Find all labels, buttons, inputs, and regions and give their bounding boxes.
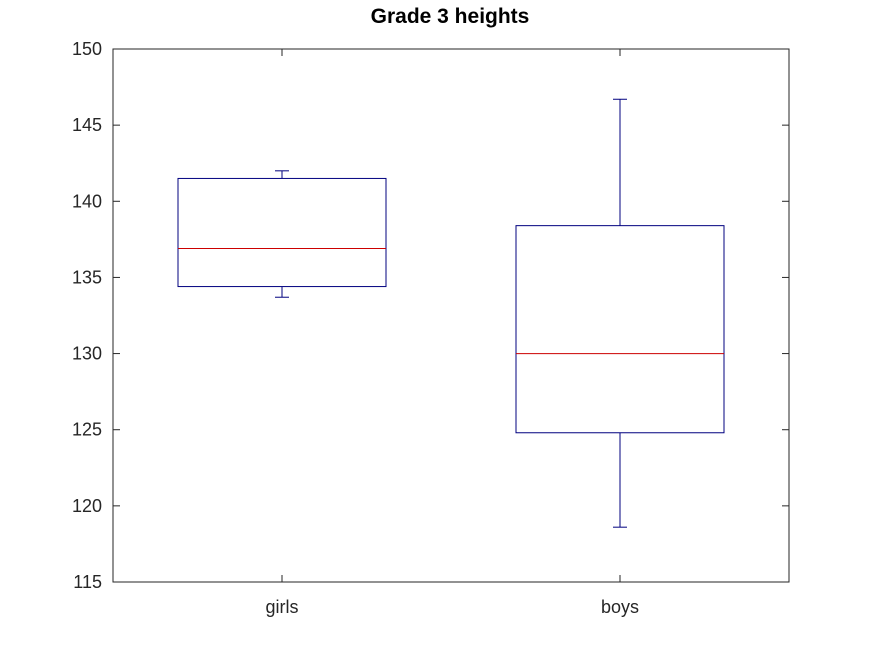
- plot-area: 115 120 125 130 135 140 145 150 girls boys: [72, 39, 790, 617]
- x-tick-label-boys: boys: [601, 597, 639, 617]
- y-tick-label: 125: [72, 420, 102, 440]
- y-tick-label: 150: [72, 39, 102, 59]
- axes-frame: [112, 48, 790, 583]
- box-boys: [515, 225, 725, 434]
- y-tick-label: 145: [72, 115, 102, 135]
- y-tick-label: 130: [72, 344, 102, 364]
- y-tick-label: 135: [72, 267, 102, 287]
- y-tick-label: 120: [72, 496, 102, 516]
- chart-title: Grade 3 heights: [371, 5, 530, 28]
- y-tick-label: 140: [72, 191, 102, 211]
- y-tick-label: 115: [73, 572, 102, 592]
- box-girls: [177, 177, 387, 288]
- x-tick-label-girls: girls: [265, 597, 298, 617]
